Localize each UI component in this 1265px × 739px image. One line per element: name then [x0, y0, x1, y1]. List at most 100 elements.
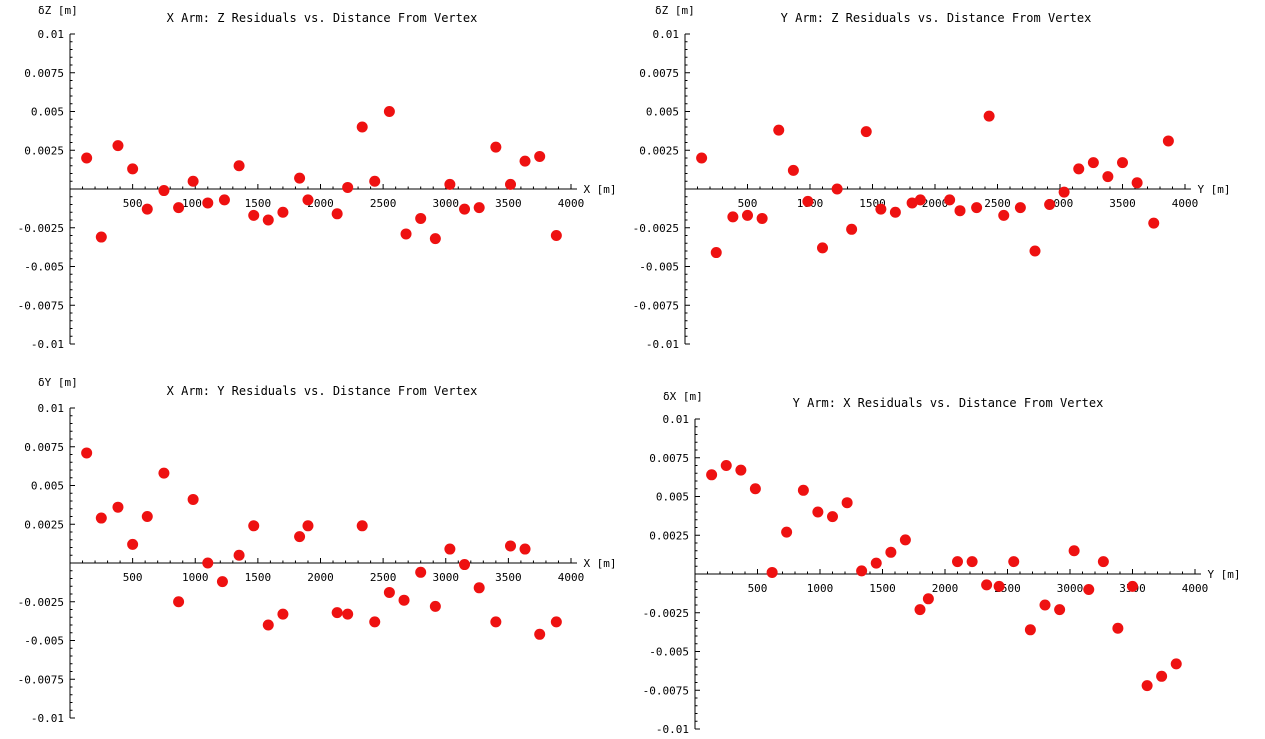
data-point [216, 576, 228, 588]
data-point [356, 520, 368, 532]
data-point [846, 223, 858, 235]
y-tick-label: -0.0075 [643, 684, 689, 697]
y-tick-label: 0.01 [653, 28, 680, 41]
x-tick-label: 4000 [558, 197, 585, 210]
data-point [735, 464, 747, 476]
x-tick-label: 1000 [182, 571, 209, 584]
y-tick-label: -0.01 [646, 338, 679, 351]
data-point [1127, 580, 1138, 592]
data-point [1039, 599, 1051, 611]
data-point [875, 203, 887, 215]
data-point [415, 212, 427, 224]
y-tick-label: -0.01 [656, 723, 689, 736]
data-point [914, 604, 926, 616]
data-point [971, 202, 983, 214]
data-point [550, 616, 562, 628]
y-tick-label: -0.01 [31, 338, 64, 351]
data-point [415, 566, 427, 578]
data-point [262, 214, 274, 226]
data-point [812, 506, 824, 518]
data-point [294, 531, 306, 543]
data-point [781, 526, 793, 538]
data-point [459, 203, 471, 215]
data-point [127, 538, 139, 550]
x-tick-label: 500 [748, 582, 768, 595]
data-point [1156, 670, 1168, 682]
data-point [173, 202, 185, 214]
x-tick-label: 2000 [922, 197, 949, 210]
x-tick-label: 2500 [370, 571, 397, 584]
y-tick-label: -0.0025 [18, 596, 64, 609]
data-point [302, 194, 314, 206]
data-point [429, 233, 441, 245]
data-point [899, 534, 911, 546]
data-point [860, 126, 872, 138]
y-tick-label: 0.0025 [24, 144, 64, 157]
x-axis-label: X [m] [583, 183, 616, 196]
data-point [218, 194, 230, 206]
data-point [302, 520, 314, 532]
data-point [294, 172, 306, 184]
y-tick-label: -0.0075 [18, 299, 64, 312]
data-point [954, 205, 966, 217]
data-point [473, 582, 485, 594]
data-point [331, 208, 343, 220]
panel-title: Y Arm: Z Residuals vs. Distance From Ver… [781, 11, 1092, 25]
y-tick-label: -0.005 [24, 635, 64, 648]
data-point [696, 152, 708, 164]
data-point [187, 493, 199, 505]
y-tick-label: -0.005 [24, 261, 64, 274]
x-tick-label: 2500 [370, 197, 397, 210]
data-point [505, 540, 517, 552]
data-point [277, 206, 289, 218]
data-point [127, 163, 139, 175]
data-point [885, 546, 897, 558]
data-point [993, 580, 1005, 592]
data-point [112, 501, 124, 513]
data-point [141, 511, 153, 522]
data-point [1131, 177, 1143, 189]
y-tick-label: 0.0075 [639, 67, 679, 80]
data-point [1162, 135, 1174, 147]
data-point [1170, 658, 1182, 670]
data-point [1148, 217, 1160, 229]
data-point [749, 483, 761, 495]
data-point [1087, 157, 1099, 169]
data-point [1141, 680, 1153, 692]
y-tick-label: 0.0075 [24, 441, 64, 454]
x-tick-label: 1500 [245, 197, 272, 210]
x-tick-label: 500 [123, 571, 143, 584]
y-tick-label: 0.01 [663, 413, 690, 426]
data-point [444, 178, 456, 190]
data-point [141, 203, 153, 215]
data-point [831, 183, 843, 195]
data-point [158, 467, 170, 479]
x-tick-label: 500 [738, 197, 758, 210]
panel-title: X Arm: Z Residuals vs. Distance From Ver… [167, 11, 478, 25]
data-point [519, 155, 531, 167]
scatter-panel-3: X Arm: Y Residuals vs. Distance From Ver… [18, 376, 617, 725]
data-point [202, 557, 214, 569]
data-point [369, 616, 381, 628]
data-point [827, 511, 838, 523]
data-point [981, 579, 993, 591]
data-point [766, 566, 778, 578]
x-tick-label: 4000 [558, 571, 585, 584]
y-tick-label: -0.01 [31, 712, 64, 725]
data-point [158, 185, 170, 197]
x-tick-label: 4000 [1182, 582, 1209, 595]
data-point [922, 593, 934, 605]
data-point [906, 197, 918, 209]
data-point [1073, 163, 1085, 175]
data-point [519, 543, 531, 555]
y-tick-label: -0.005 [639, 261, 679, 274]
y-tick-label: 0.01 [38, 28, 65, 41]
data-point [944, 194, 956, 206]
data-point [1097, 556, 1109, 568]
x-tick-label: 1500 [245, 571, 272, 584]
x-tick-label: 3500 [495, 197, 522, 210]
data-point [398, 594, 410, 606]
x-tick-label: 500 [123, 197, 143, 210]
data-point [342, 608, 354, 620]
data-point [710, 247, 722, 259]
